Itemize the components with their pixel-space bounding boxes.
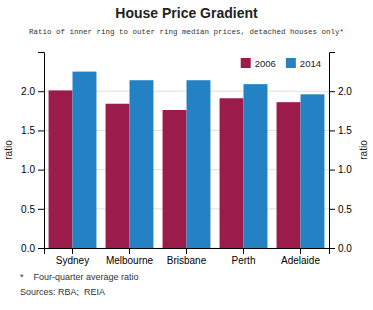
y-axis: 0.0 0.5 1.0 1.5 2.0 <box>21 53 44 254</box>
bar-series <box>73 72 325 248</box>
legend-label: 2006 <box>255 58 276 69</box>
x-tick-label: Brisbane <box>167 255 207 266</box>
y2-tick: 1.0 <box>329 164 352 175</box>
bar <box>301 94 325 248</box>
bar <box>73 72 97 248</box>
x-tick-mark <box>72 248 73 254</box>
y-tick: 2.0 <box>21 86 44 97</box>
y2-tick-label: 0.5 <box>338 204 352 215</box>
x-axis-line <box>45 249 330 255</box>
legend-swatch <box>286 58 296 68</box>
y2-tick-label: 2.0 <box>338 86 352 97</box>
bar <box>277 102 301 248</box>
bar <box>187 80 211 248</box>
x-tick: Adelaide <box>281 248 320 266</box>
y2-tick-mark <box>329 170 335 171</box>
y-tick: 1.0 <box>21 164 44 175</box>
x-tick-mark <box>300 248 301 254</box>
y2-tick: 0.5 <box>329 204 352 215</box>
bar <box>130 80 154 248</box>
y-tick-mark <box>38 170 44 171</box>
y2-axis-title: ratio <box>358 140 369 160</box>
y-tick-mark <box>38 130 44 131</box>
x-tick: Sydney <box>56 248 89 266</box>
y2-tick-label: 0.0 <box>338 243 352 254</box>
x-tick: Perth <box>232 248 256 266</box>
title: House Price Gradient <box>115 5 258 21</box>
bar <box>244 84 268 248</box>
x-tick-label: Sydney <box>56 255 89 266</box>
y-tick-label: 0.5 <box>21 204 35 215</box>
chart: House Price Gradient Ratio of inner ring … <box>0 0 373 310</box>
y-tick-mark <box>38 248 44 249</box>
y2-tick-label: 1.0 <box>338 164 352 175</box>
x-tick-label: Adelaide <box>281 255 320 266</box>
legend: 2006 2014 <box>237 54 325 72</box>
y2-tick-mark <box>329 91 335 92</box>
plot: SydneyMelbourneBrisbanePerthAdelaide0.00… <box>21 53 352 267</box>
bars <box>49 72 325 248</box>
footnote: Sources: RBA; REIA <box>20 287 105 297</box>
y-tick-mark <box>38 91 44 92</box>
subtitle: Ratio of inner ring to outer ring median… <box>29 28 344 36</box>
legend-label: 2014 <box>300 58 321 69</box>
x-tick-mark <box>243 248 244 254</box>
legend-background <box>237 54 325 72</box>
y2-tick: 1.5 <box>329 125 352 136</box>
x-tick-mark <box>129 248 130 254</box>
x-axis: Sydney Melbourne Brisbane Perth Adelaide <box>45 248 330 266</box>
y-axis-line <box>38 53 45 249</box>
y-tick: 0.5 <box>21 204 44 215</box>
y2-tick-mark <box>329 130 335 131</box>
y-tick-mark <box>38 209 44 210</box>
bar <box>163 110 187 248</box>
legend-item: 2006 <box>241 58 276 69</box>
y-tick: 0.0 <box>21 243 44 254</box>
y2-tick-label: 1.5 <box>338 125 352 136</box>
y-tick-label: 0.0 <box>21 243 35 254</box>
bar <box>106 104 130 248</box>
x-tick-mark <box>186 248 187 254</box>
x-tick: Melbourne <box>106 248 154 266</box>
legend-item: 2014 <box>286 58 321 69</box>
y2-tick-mark <box>329 209 335 210</box>
y-tick-label: 1.5 <box>21 125 35 136</box>
y-tick-label: 2.0 <box>21 86 35 97</box>
y-axis-title: ratio <box>3 140 14 160</box>
y2-axis: 0.0 0.5 1.0 1.5 2.0 <box>329 53 352 254</box>
y2-tick: 2.0 <box>329 86 352 97</box>
y-tick: 1.5 <box>21 125 44 136</box>
legend-swatch <box>241 58 251 68</box>
x-tick-label: Melbourne <box>106 255 154 266</box>
bar <box>220 98 244 248</box>
footnote: * Four-quarter average ratio <box>20 272 139 282</box>
x-tick-label: Perth <box>232 255 256 266</box>
y-tick-label: 1.0 <box>21 164 35 175</box>
x-tick: Brisbane <box>167 248 207 266</box>
y2-tick: 0.0 <box>329 243 352 254</box>
bar <box>49 90 73 248</box>
y2-tick-mark <box>329 248 335 249</box>
y2-axis-line <box>330 53 336 249</box>
